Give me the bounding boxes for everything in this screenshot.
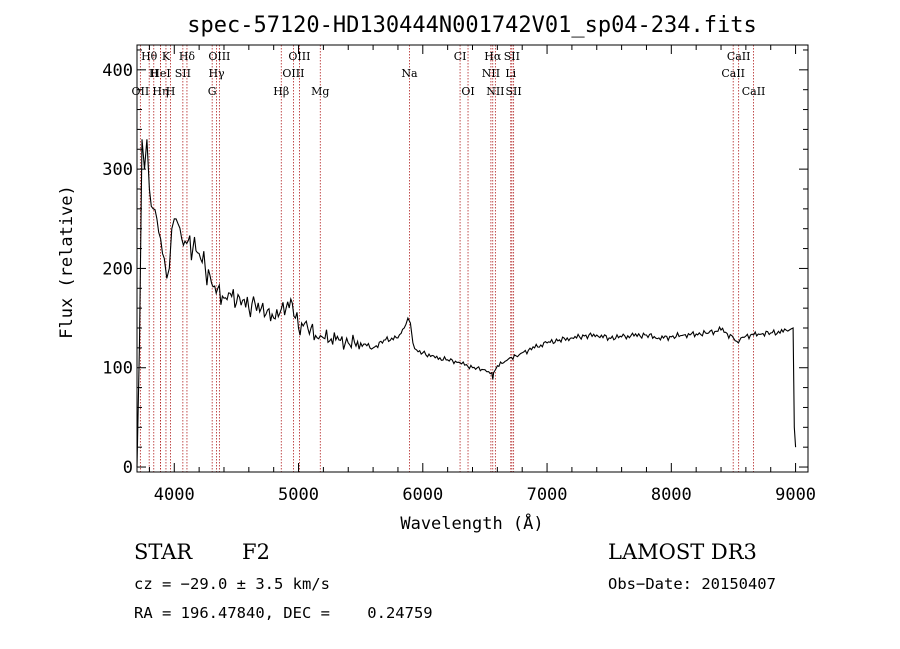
observation-date: Obs−Date: 20150407 <box>608 575 776 593</box>
y-tick-label: 300 <box>102 160 133 180</box>
spectral-line-label: CaII <box>727 50 751 63</box>
spectral-line-label: HeI <box>150 67 170 80</box>
survey-name: LAMOST DR3 <box>608 540 757 564</box>
spectral-line-label: SII <box>504 50 520 63</box>
spectral-line-label: SII <box>175 67 191 80</box>
y-axis-ticks: 0 100 200 300 400 <box>102 49 808 478</box>
spectral-line-label: Mg <box>311 85 329 98</box>
spectral-line-label: Hδ <box>179 50 196 63</box>
x-tick-label: 7000 <box>527 485 568 505</box>
object-class: STAR <box>134 540 193 564</box>
spectrum-series-line <box>136 139 797 468</box>
redshift-velocity: cz = −29.0 ± 3.5 km/s <box>134 575 330 593</box>
x-tick-label: 5000 <box>278 485 319 505</box>
x-tick-label: 8000 <box>651 485 692 505</box>
spectral-line-label: OIII <box>208 50 230 63</box>
y-axis-label: Flux (relative) <box>57 185 77 339</box>
spectral-line-label: NII <box>482 67 500 80</box>
spectral-line-markers <box>139 45 754 472</box>
spectral-line-label: OI <box>461 85 474 98</box>
x-axis-label: Wavelength (Å) <box>400 512 543 534</box>
chart-title: spec-57120-HD130444N001742V01_sp04-234.f… <box>187 13 757 38</box>
spectral-line-label: SII <box>506 85 522 98</box>
spectral-line-label: K <box>162 50 171 63</box>
spectral-line-label: H <box>149 67 159 80</box>
y-tick-label: 0 <box>123 458 133 478</box>
x-tick-label: 6000 <box>402 485 443 505</box>
spectral-line-label: H <box>166 85 176 98</box>
spectral-line-label: Hγ <box>208 67 225 80</box>
y-tick-label: 100 <box>102 359 133 379</box>
spectral-line-label: Hα <box>484 50 502 63</box>
y-tick-label: 200 <box>102 259 133 279</box>
spectral-line-label: G <box>208 85 217 98</box>
spectral-line-label: CI <box>454 50 467 63</box>
spectral-line-label: OIII <box>282 67 304 80</box>
spectral-line-label: CaII <box>742 85 766 98</box>
x-axis-ticks: 4000 5000 6000 7000 8000 9000 <box>148 45 816 505</box>
spectral-line-label: Hη <box>152 85 168 98</box>
coordinates: RA = 196.47840, DEC = 0.24759 <box>134 604 433 622</box>
spectral-line-label: NII <box>486 85 504 98</box>
plot-frame <box>136 44 809 473</box>
spectral-line-label: Li <box>505 67 516 80</box>
spectral-line-label: Hθ <box>141 50 158 63</box>
spectral-line-label: Hβ <box>273 85 289 98</box>
spectral-line-label: OIII <box>288 50 310 63</box>
x-tick-label: 4000 <box>154 485 195 505</box>
spectral-line-label: CaII <box>721 67 745 80</box>
spectral-line-label: OII <box>131 85 149 98</box>
spectral-line-label: Na <box>401 67 418 80</box>
y-tick-label: 400 <box>102 61 133 81</box>
x-tick-label: 9000 <box>775 485 816 505</box>
object-subclass: F2 <box>242 540 270 564</box>
